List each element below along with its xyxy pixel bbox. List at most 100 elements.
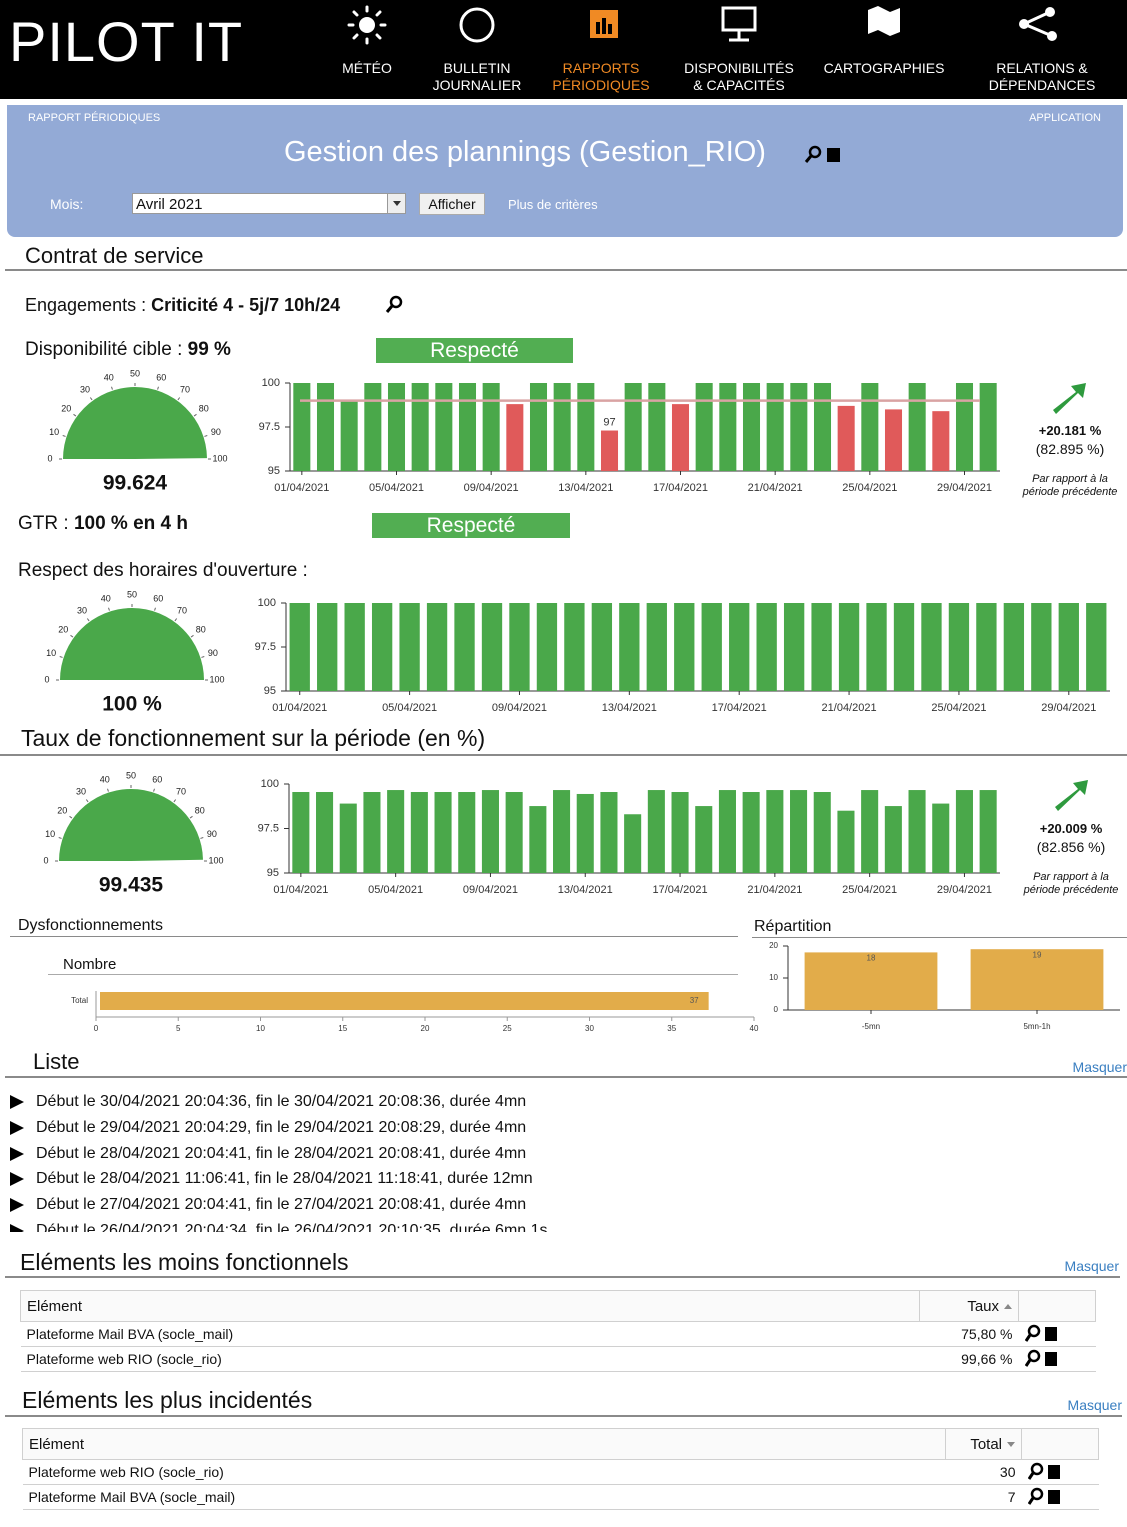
hide-link[interactable]: Masquer (1064, 1258, 1119, 1274)
sort-arrow (1004, 1304, 1012, 1310)
show-button[interactable]: Afficher (419, 193, 485, 215)
month-select[interactable]: Avril 2021 (132, 193, 406, 214)
x-tick-label: 09/04/2021 (463, 884, 518, 896)
gauge-tick (69, 815, 73, 819)
bar (766, 790, 784, 873)
section-title: Dysfonctionnements (18, 917, 163, 934)
x-tick-label: 35 (667, 1024, 676, 1033)
bar (387, 790, 405, 873)
bar (718, 790, 736, 873)
bar (481, 790, 499, 873)
nav-item[interactable]: RELATIONS & DÉPENDANCES (988, 60, 1096, 93)
hide-link[interactable]: Masquer (1072, 1059, 1127, 1075)
gtr: GTR : 100 % en 4 h (18, 514, 188, 533)
table-cell: Plateforme web RIO (socle_rio) (22, 1459, 946, 1485)
x-tick-label: 21/04/2021 (747, 884, 802, 896)
bar (837, 405, 855, 471)
trend-previous: (82.856 %) (1036, 839, 1106, 855)
gauge-value: 100 % (102, 693, 162, 716)
table-actions (1018, 1346, 1096, 1372)
gauge-tick (177, 397, 181, 401)
trend: +20.009 % (82.856 %) Par rapport à la pé… (1021, 821, 1121, 897)
column-header[interactable]: Total (945, 1428, 1022, 1460)
bar (293, 383, 311, 471)
label: Engagements : (25, 295, 147, 315)
header-row: Elément Taux (20, 1290, 1096, 1322)
bar (591, 603, 613, 691)
section-line (0, 754, 1127, 756)
gauge-tick (174, 618, 178, 622)
gauge-tick (107, 788, 109, 792)
more-criteria[interactable]: Plus de critères (508, 197, 598, 212)
y-tick-label: 97.5 (258, 822, 279, 834)
x-tick-label: 15 (338, 1024, 347, 1033)
row-actions[interactable] (1024, 1324, 1059, 1342)
gauge-fill (60, 608, 204, 680)
column-header[interactable]: Taux (919, 1290, 1019, 1322)
bar (434, 792, 452, 873)
hide-link[interactable]: Masquer (1067, 1397, 1122, 1413)
gauge-tick-label: 10 (45, 829, 55, 839)
y-tick-label: 100 (261, 778, 279, 790)
gauge-tick-label: 0 (43, 855, 48, 865)
status-badge: Respecté (376, 338, 573, 363)
bar (948, 603, 970, 691)
nav-item[interactable]: CARTOGRAPHIES (823, 60, 945, 76)
trend: +20.181 % (82.895 %) Par rapport à la pé… (1020, 423, 1120, 499)
search-icon[interactable] (385, 294, 405, 314)
gauge-tick (85, 799, 89, 803)
list-item[interactable]: Début le 30/04/2021 20:04:36, fin le 30/… (10, 1090, 710, 1116)
title-icons[interactable] (802, 143, 842, 167)
bar (921, 603, 942, 691)
dispo-target: Disponibilité cible : 99 % (25, 340, 231, 359)
list-item[interactable]: Début le 26/04/2021 20:04:34, fin le 26/… (10, 1219, 710, 1232)
gauge-tick (200, 837, 204, 839)
gauge-tick-label: 80 (196, 624, 206, 634)
list-item[interactable]: Début le 28/04/2021 20:04:41, fin le 28/… (10, 1142, 710, 1168)
section-title: Eléments les plus incidentés (22, 1387, 313, 1413)
data-label: 37 (690, 996, 699, 1005)
bar (742, 383, 761, 471)
nav-item[interactable]: BULLETIN JOURNALIER (432, 60, 522, 93)
row-actions[interactable] (1027, 1462, 1062, 1480)
y-tick-label: 20 (769, 941, 778, 950)
bar (893, 603, 915, 691)
gauge-tick (173, 799, 177, 803)
gauge-tick-label: 40 (104, 373, 114, 383)
gauge-tick-label: 0 (47, 453, 52, 463)
column-header[interactable]: Elément (20, 1290, 920, 1322)
row-actions[interactable] (1027, 1487, 1062, 1505)
report-title: Gestion des plannings (Gestion_RIO) (284, 136, 766, 168)
list-item[interactable]: Début le 29/04/2021 20:04:29, fin le 29/… (10, 1116, 710, 1142)
logo[interactable]: PILOT IT (9, 10, 244, 73)
bar (289, 603, 310, 691)
label: GTR : (18, 513, 69, 534)
x-tick-label: 13/04/2021 (558, 884, 613, 896)
nav-item[interactable]: MÉTÉO (342, 60, 392, 76)
bar (399, 603, 420, 691)
nav-item[interactable]: DISPONIBILITÉS & CAPACITÉS (684, 60, 794, 93)
app-link[interactable]: APPLICATION (1029, 112, 1101, 124)
bar (674, 603, 695, 691)
gauge-tick-label: 30 (77, 606, 87, 616)
header-row: Elément Total (22, 1428, 1099, 1460)
bar (619, 603, 640, 691)
column-header[interactable]: Elément (22, 1428, 946, 1460)
column-label: Taux (967, 1297, 999, 1315)
breadcrumb[interactable]: RAPPORT PÉRIODIQUES (28, 112, 161, 124)
list-item[interactable]: Début le 27/04/2021 20:04:41, fin le 27/… (10, 1193, 710, 1219)
gauge-tick (86, 618, 90, 622)
bar (363, 792, 381, 873)
y-tick-label: 100 (262, 377, 280, 389)
y-tick-label: 0 (774, 1005, 779, 1014)
nav-item[interactable]: RAPPORTS PÉRIODIQUES (552, 60, 650, 93)
bar (600, 430, 619, 471)
row-actions[interactable] (1024, 1349, 1059, 1367)
y-tick-label: 97.5 (255, 641, 276, 653)
select-arrow[interactable] (387, 194, 405, 213)
gauge-tick (193, 413, 197, 417)
bar (506, 404, 524, 471)
section-line (752, 937, 1127, 938)
bar (647, 790, 665, 873)
list-item[interactable]: Début le 28/04/2021 11:06:41, fin le 28/… (10, 1167, 710, 1193)
